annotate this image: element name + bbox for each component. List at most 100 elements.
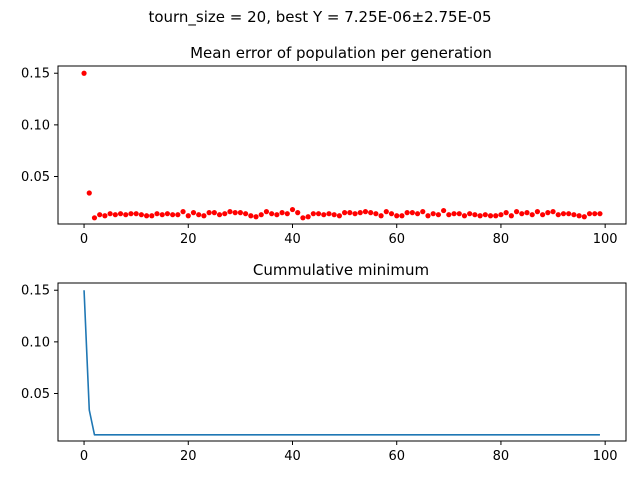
- scatter-point: [560, 211, 567, 217]
- x-tick-label: 20: [180, 449, 197, 464]
- scatter-point: [592, 211, 598, 217]
- x-tick-label: 100: [593, 449, 618, 464]
- x-tick-label: 80: [493, 449, 510, 464]
- y-tick-label: 0.10: [21, 118, 50, 133]
- scatter-point: [237, 210, 243, 216]
- scatter-point: [185, 213, 191, 219]
- x-tick-label: 100: [593, 232, 618, 247]
- scatter-point: [477, 213, 483, 219]
- scatter-point: [138, 212, 144, 218]
- scatter-point: [258, 212, 264, 218]
- scatter-point: [289, 206, 296, 213]
- scatter-point: [117, 211, 124, 217]
- scatter-point: [347, 210, 353, 216]
- x-tick-label: 80: [493, 232, 510, 247]
- scatter-point: [388, 211, 395, 217]
- scatter-point: [425, 213, 431, 219]
- scatter-point: [597, 211, 603, 217]
- axes-frame: [57, 65, 627, 225]
- scatter-point: [331, 212, 337, 218]
- scatter-point: [550, 209, 556, 215]
- axes-frame: [57, 282, 627, 442]
- y-tick-label: 0.15: [21, 284, 50, 299]
- scatter-point: [566, 211, 572, 217]
- scatter-point: [112, 212, 118, 218]
- scatter-point: [211, 210, 217, 216]
- scatter-point: [216, 212, 223, 218]
- figure-suptitle: tourn_size = 20, best Y = 7.25E-06±2.75E…: [148, 8, 491, 27]
- series-line: [83, 290, 600, 436]
- scatter-point: [503, 210, 509, 216]
- scatter-point: [190, 210, 197, 216]
- scatter-point: [383, 209, 389, 215]
- scatter-point: [206, 210, 212, 216]
- y-tick-label: 0.10: [21, 335, 50, 350]
- scatter-point: [519, 211, 525, 217]
- scatter-point: [242, 211, 249, 217]
- scatter-point: [513, 209, 520, 215]
- subplot-cumulative-minimum-title: Cummulative minimum: [253, 261, 429, 279]
- scatter-point: [467, 211, 473, 217]
- scatter-point: [102, 213, 108, 219]
- scatter-point: [394, 213, 400, 219]
- scatter-point: [451, 211, 457, 217]
- scatter-point: [227, 209, 233, 215]
- x-tick-label: 0: [80, 232, 88, 247]
- x-tick-label: 60: [388, 232, 405, 247]
- scatter-point: [534, 209, 541, 215]
- scatter-point: [409, 210, 415, 216]
- y-tick-label: 0.05: [21, 170, 50, 185]
- scatter-point: [586, 211, 593, 217]
- scatter-point: [524, 210, 530, 216]
- scatter-point: [368, 210, 374, 216]
- scatter-point: [180, 209, 186, 215]
- y-tick-label: 0.15: [21, 67, 50, 82]
- scatter-point: [143, 213, 150, 219]
- scatter-point: [81, 70, 87, 76]
- scatter-point: [300, 215, 306, 221]
- scatter-point: [352, 211, 358, 217]
- scatter-point: [107, 211, 113, 217]
- scatter-point: [498, 212, 504, 218]
- scatter-point: [487, 213, 494, 219]
- scatter-point: [128, 211, 134, 217]
- scatter-point: [175, 212, 181, 218]
- scatter-point: [326, 211, 332, 217]
- scatter-point: [430, 211, 436, 217]
- scatter-point: [493, 213, 499, 219]
- scatter-point: [581, 214, 587, 220]
- scatter-point: [97, 212, 103, 218]
- scatter-point: [123, 212, 129, 218]
- x-tick-label: 40: [284, 232, 301, 247]
- x-tick-label: 40: [284, 449, 301, 464]
- scatter-point: [404, 210, 410, 216]
- scatter-point: [248, 213, 254, 219]
- scatter-point: [373, 211, 379, 217]
- scatter-point: [482, 212, 488, 218]
- scatter-point: [435, 212, 442, 218]
- scatter-point: [378, 213, 384, 219]
- scatter-point: [576, 213, 582, 219]
- subplot-cumulative-minimum-plot-area: 0 20 40 60 80 100 0.05 0.10 0.15: [21, 282, 627, 464]
- scatter-point: [164, 211, 171, 217]
- scatter-point: [196, 212, 202, 218]
- subplot-mean-error: Mean error of population per generation …: [21, 44, 627, 247]
- scatter-point: [222, 211, 228, 217]
- scatter-point: [170, 212, 176, 218]
- y-tick-label: 0.05: [21, 387, 50, 402]
- x-tick-label: 0: [80, 449, 88, 464]
- scatter-point: [159, 212, 165, 218]
- scatter-point: [86, 190, 92, 196]
- scatter-point: [263, 209, 270, 215]
- scatter-point: [315, 211, 322, 217]
- scatter-point: [472, 212, 478, 218]
- scatter-point: [529, 212, 535, 218]
- scatter-point: [284, 211, 290, 217]
- subplot-cumulative-minimum: Cummulative minimum 0 20 40 60 80 100 0.05 0.10…: [21, 261, 627, 464]
- scatter-point: [133, 211, 139, 217]
- subplot-mean-error-plot-area: 0 20 40 60 80 100 0.05 0.10 0.15: [21, 65, 627, 247]
- scatter-point: [571, 212, 577, 218]
- scatter-point: [446, 212, 452, 218]
- x-tick-label: 20: [180, 232, 197, 247]
